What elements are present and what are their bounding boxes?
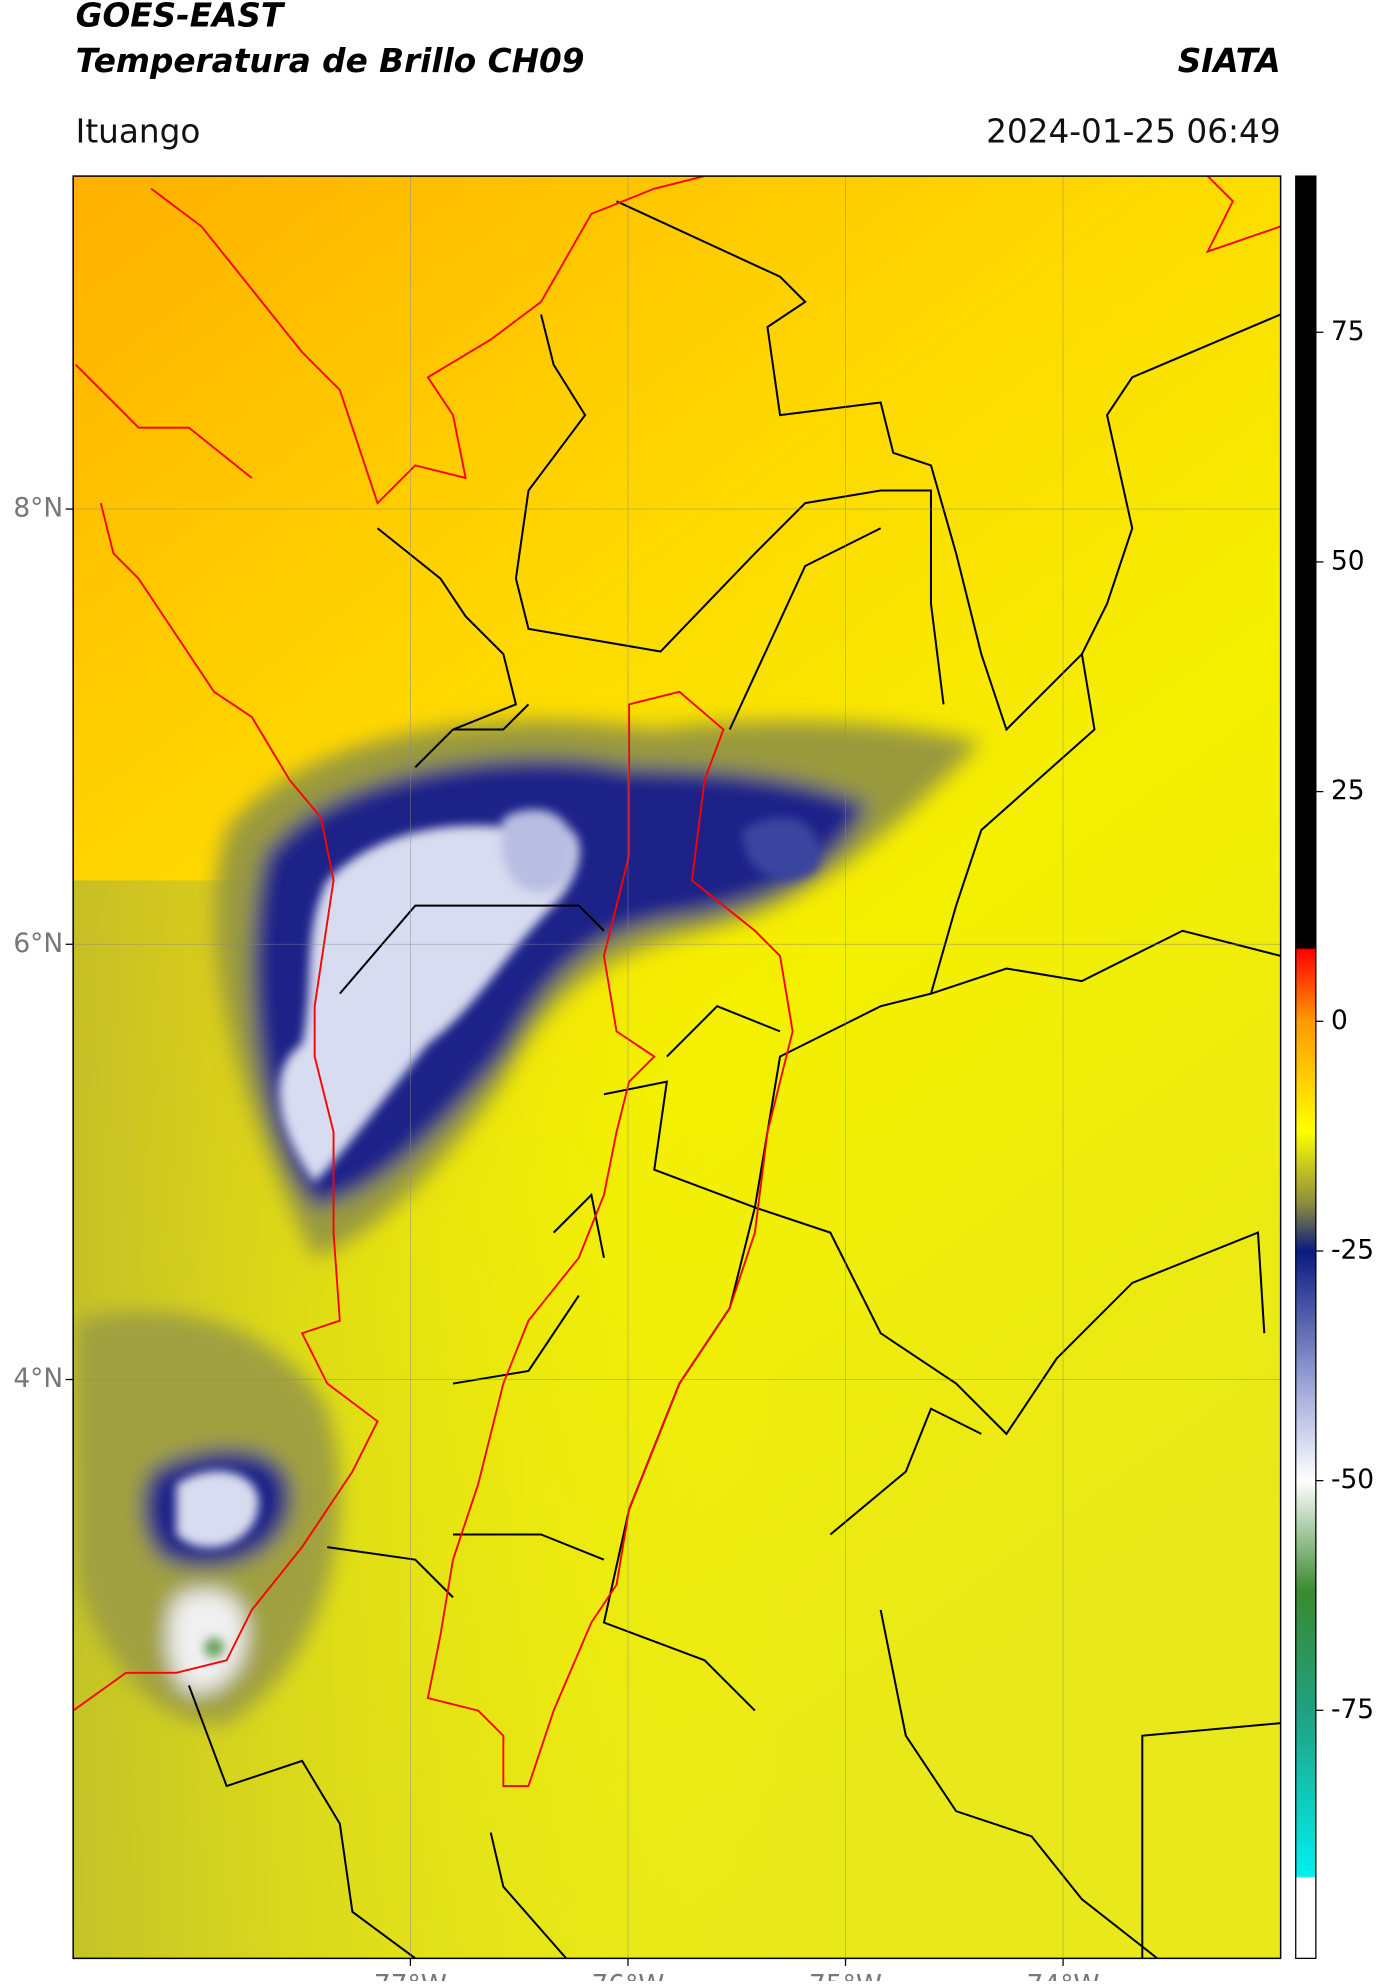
map-frame [72, 175, 1282, 1960]
map-image [73, 176, 1281, 1959]
x-tick-label: 76°W [591, 1970, 664, 1981]
region: Ituango [76, 112, 201, 150]
coastline-and-region [73, 176, 1281, 1787]
satellite-title: GOES-EAST [76, 0, 286, 35]
colorbar-tick-label: -25 [1331, 1234, 1374, 1265]
y-tick-label: 4°N [13, 1363, 63, 1394]
colorbar [1295, 175, 1317, 1959]
y-tick-label: 6°N [13, 928, 63, 959]
colorbar-tick-label: -50 [1331, 1464, 1374, 1495]
product-title: Temperatura de Brillo CH09 [76, 42, 585, 80]
graticule [73, 176, 1281, 1959]
y-tick-label: 8°N [13, 493, 63, 524]
x-tick-label: 74°W [1027, 1970, 1100, 1981]
colorbar-tick-label: 75 [1331, 316, 1365, 347]
x-tick-label: 75°W [809, 1970, 882, 1981]
timestamp: 2024-01-25 06:49 [986, 112, 1281, 150]
colorbar-tick-label: 0 [1331, 1005, 1348, 1036]
colorbar-tick-label: -75 [1331, 1694, 1374, 1725]
cloud-core [176, 809, 820, 1658]
colorbar-tick-label: 25 [1331, 775, 1365, 806]
x-tick-label: 77°W [374, 1970, 447, 1981]
colorbar-tick-label: 50 [1331, 545, 1365, 576]
organization: SIATA [1178, 42, 1281, 80]
